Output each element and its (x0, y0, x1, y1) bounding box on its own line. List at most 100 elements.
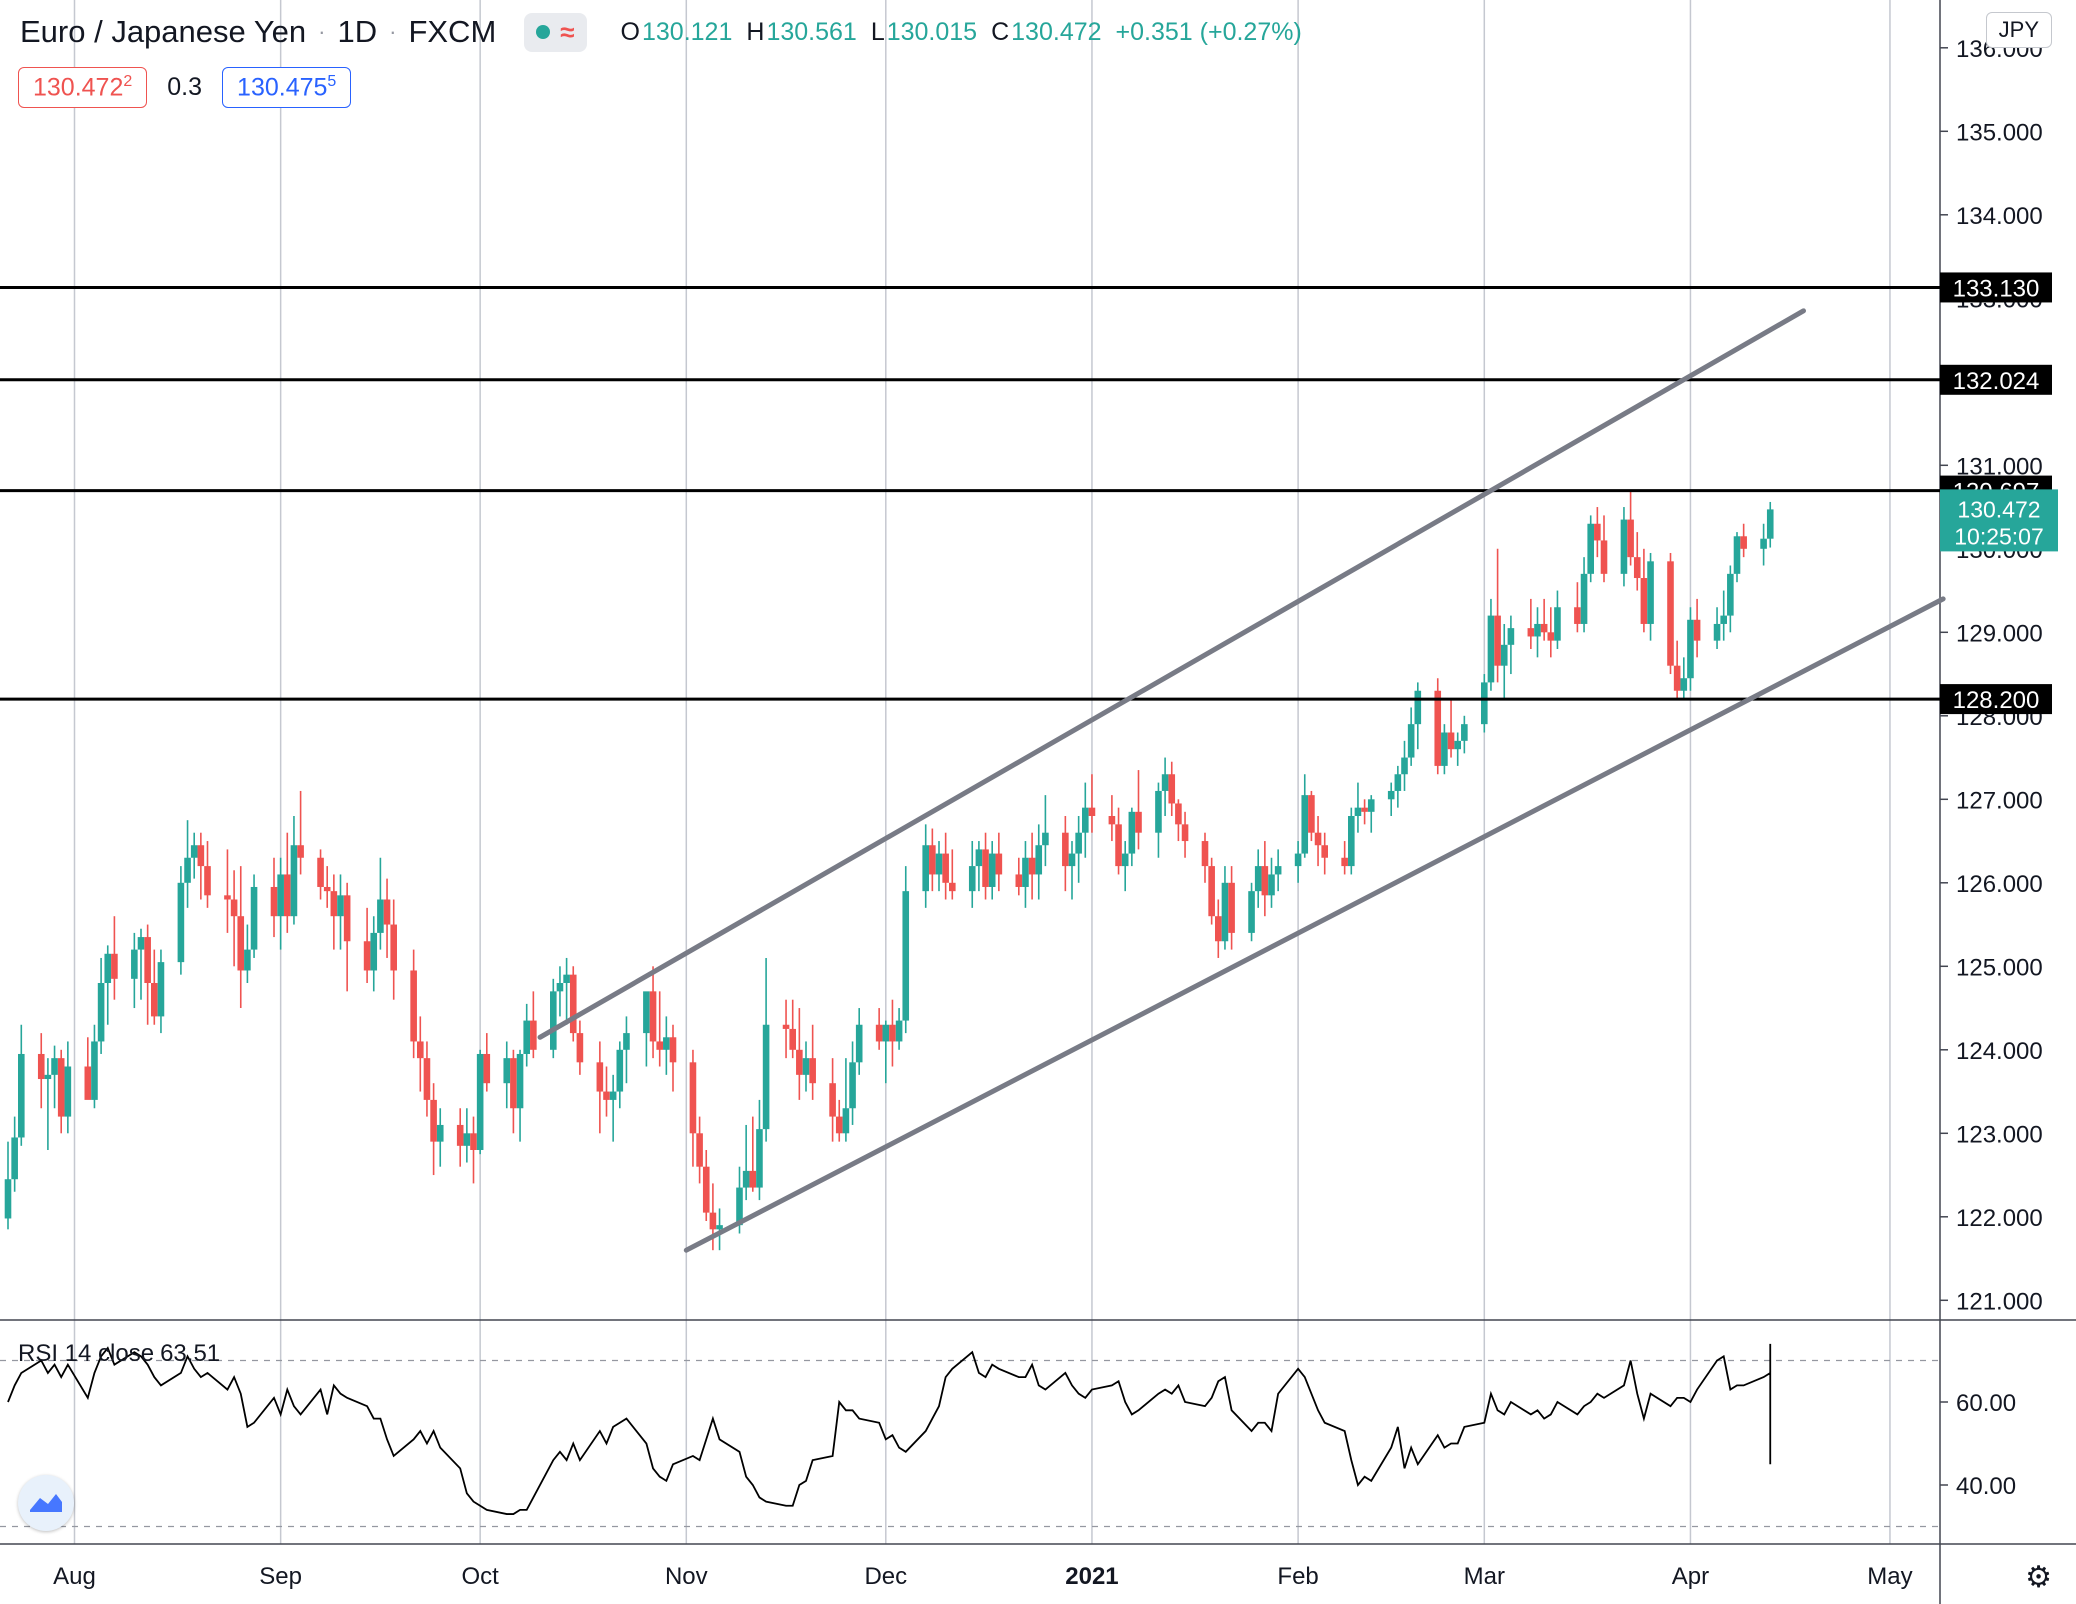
candle (1547, 607, 1555, 658)
candle (1108, 795, 1116, 842)
candle-body (829, 1083, 836, 1117)
candle (1062, 816, 1069, 892)
candle-body (696, 1133, 703, 1167)
candle-body (855, 1024, 863, 1063)
rsi-legend[interactable]: RSI 14 close 63.51 (18, 1340, 220, 1368)
candle-body (1068, 853, 1076, 867)
sell-price-button[interactable]: 130.4722 (18, 67, 148, 109)
candle-body (1261, 866, 1269, 896)
candle (1035, 824, 1043, 900)
candle (1527, 598, 1535, 649)
candle (696, 1116, 703, 1184)
candle (1640, 548, 1648, 633)
candle-body (609, 1091, 617, 1100)
candle-body (1740, 536, 1747, 549)
price-axis: 121.000 122.000 123.000 124.000 125.000 126.0… (1940, 36, 2043, 1500)
candle-body (277, 874, 284, 917)
candle-body (1294, 853, 1302, 867)
candle (197, 832, 205, 900)
candle-body (1647, 561, 1654, 624)
symbol-title[interactable]: Euro / Japanese Yen (20, 14, 307, 49)
candle (855, 1008, 863, 1075)
candle-body (1161, 774, 1169, 791)
buy-price-button[interactable]: 130.4755 (222, 67, 352, 109)
candle (609, 1074, 617, 1142)
candle-body (383, 899, 391, 925)
candle (476, 1049, 484, 1155)
time-tick-label: Sep (259, 1563, 302, 1590)
candle (1128, 807, 1136, 867)
candle (1680, 657, 1688, 700)
candle-body (244, 949, 251, 971)
candle (91, 1024, 98, 1109)
candle-body (1547, 632, 1555, 641)
currency-badge[interactable]: JPY (1985, 12, 2052, 48)
interval-label[interactable]: 1D (337, 14, 378, 49)
candle (1594, 507, 1601, 558)
candle-body (875, 1024, 883, 1042)
candle (1394, 765, 1402, 808)
candle (935, 841, 943, 892)
candle (762, 957, 770, 1142)
time-tick-label: 2021 (1065, 1563, 1118, 1590)
candle (1693, 598, 1701, 658)
candle-body (643, 991, 650, 1034)
candle-body (1500, 644, 1508, 666)
candle-body (742, 1170, 750, 1188)
candle (37, 1033, 45, 1109)
candle (1401, 740, 1408, 791)
candle (1168, 761, 1176, 816)
candle-body (523, 1020, 530, 1054)
candle-body (716, 1225, 723, 1230)
candle-body (4, 1179, 12, 1219)
candle-body (476, 1053, 484, 1150)
candle-body (1487, 615, 1495, 683)
candle (1434, 678, 1442, 775)
candle-body (44, 1074, 52, 1080)
level-price-label: 128.200 (1953, 687, 2040, 714)
price-tick-label: 135.000 (1956, 119, 2043, 146)
candle (809, 1024, 816, 1100)
settings-gear-icon[interactable]: ⚙ (2025, 1561, 2052, 1594)
candle (756, 1099, 763, 1201)
candle (456, 1108, 464, 1167)
candle-body (616, 1049, 624, 1092)
candle-body (1481, 682, 1488, 725)
candle-body (1727, 573, 1734, 616)
candle (237, 866, 245, 1009)
candle-body (1407, 724, 1415, 758)
symbol-header: Euro / Japanese Yen · 1D · FXCM ≈ O130.1… (20, 12, 1316, 52)
candle-body (1348, 816, 1355, 867)
candle (1075, 816, 1082, 883)
candle-body (1434, 690, 1442, 766)
candle (436, 1108, 444, 1167)
candle (889, 999, 896, 1067)
status-pill[interactable]: ≈ (524, 12, 587, 52)
candle-body (1208, 866, 1215, 917)
candle-body (569, 974, 577, 1034)
level-price-label: 132.024 (1953, 368, 2040, 395)
candle (184, 820, 191, 908)
candle-body (1620, 519, 1628, 574)
candle (1494, 548, 1501, 683)
level-price-label: 133.130 (1953, 275, 2040, 302)
candle (284, 832, 291, 933)
candle-body (995, 853, 1003, 875)
candle (510, 1049, 517, 1134)
candle-body (789, 1028, 796, 1050)
candle-body (1308, 795, 1315, 833)
candle-body (1082, 807, 1089, 833)
candle (995, 832, 1003, 892)
candle (1620, 507, 1628, 587)
candle-body (510, 1058, 517, 1109)
candle-body (11, 1137, 18, 1180)
candle (556, 966, 564, 1017)
candle (64, 1041, 72, 1134)
candle-body (57, 1058, 65, 1117)
price-tick-label: 125.000 (1956, 954, 2043, 981)
candle (204, 841, 211, 908)
candle (1454, 732, 1461, 766)
tradingview-logo-icon[interactable] (18, 1475, 74, 1531)
